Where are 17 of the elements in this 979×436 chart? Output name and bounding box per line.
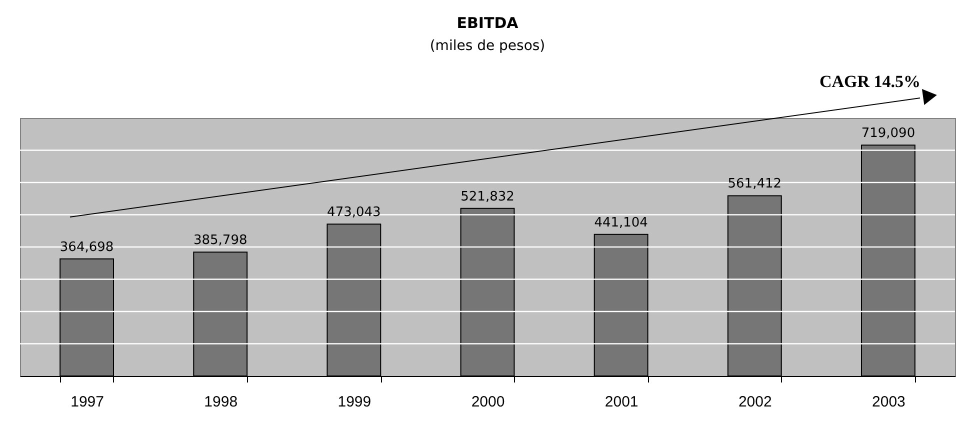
x-tick-label: 1998	[204, 394, 238, 410]
data-label: 473,043	[327, 205, 381, 220]
data-label: 719,090	[861, 126, 916, 142]
x-tick-label: 2003	[872, 394, 906, 410]
data-label: 385,798	[193, 233, 248, 248]
text: CAGR 14.5%	[819, 72, 921, 91]
chart-subtitle: (miles de pesos)	[430, 38, 546, 54]
data-label: 561,412	[728, 176, 782, 192]
x-tick-label: 2000	[471, 394, 505, 410]
x-tick-label: 1999	[338, 394, 372, 410]
data-label: 441,104	[594, 215, 648, 230]
x-tick-label: 1997	[70, 394, 104, 410]
data-label: 521,832	[460, 189, 514, 204]
x-tick-label: 2001	[604, 394, 638, 410]
x-tick-label: 2002	[738, 394, 772, 410]
chart-title: EBITDA	[456, 14, 519, 32]
data-label: 364,698	[60, 240, 114, 255]
